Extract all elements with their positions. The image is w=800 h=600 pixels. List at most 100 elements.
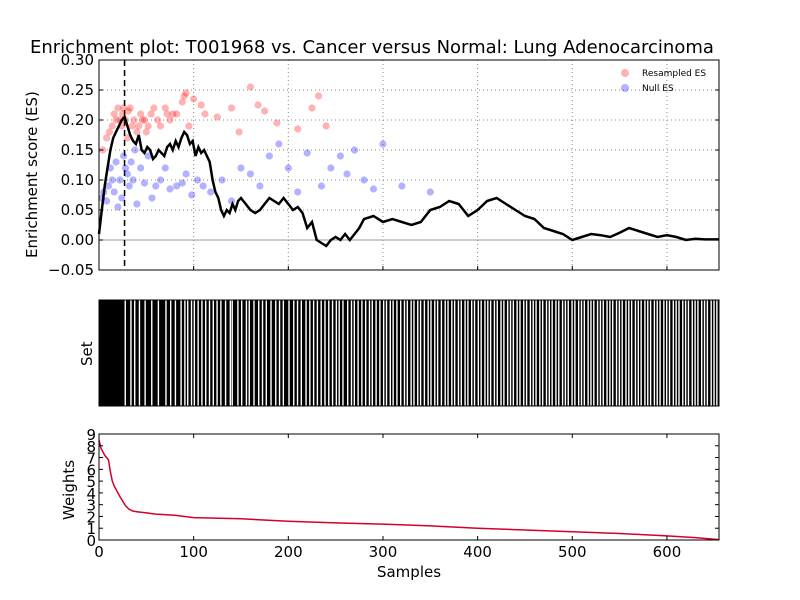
es-y-ticks: −0.05 0.00 0.05 0.10 0.15 0.20 0.25 0.30 <box>48 51 719 279</box>
es-y-tick-label: 0.10 <box>61 171 94 189</box>
resampled-es-point <box>180 92 188 100</box>
weights-y-tick-label: 4 <box>86 485 96 503</box>
set-gap <box>417 300 419 406</box>
set-gap <box>694 300 696 406</box>
set-gap <box>647 300 649 406</box>
null-es-point <box>218 176 226 184</box>
resampled-es-point <box>261 107 269 115</box>
set-gap <box>577 300 580 406</box>
set-gap <box>484 300 486 406</box>
set-gap <box>245 300 248 406</box>
resampled-es-point <box>322 122 330 130</box>
null-es-point <box>327 164 335 172</box>
set-gap <box>545 300 548 406</box>
set-gap <box>489 300 492 406</box>
legend-null-label: Null ES <box>642 84 674 94</box>
weights-x-tick-label: 600 <box>653 543 682 561</box>
set-gap <box>464 300 466 406</box>
legend-resampled-label: Resampled ES <box>642 69 706 79</box>
resampled-es-point <box>182 89 190 97</box>
null-es-point <box>116 176 124 184</box>
set-gap <box>634 300 637 406</box>
weights-axes-frame <box>98 433 720 541</box>
null-es-point <box>137 164 145 172</box>
set-gap <box>574 300 576 406</box>
weights-y-tick-label: 6 <box>86 461 96 479</box>
null-es-point <box>110 188 118 196</box>
set-gap <box>506 300 509 406</box>
weights-y-tick-label: 7 <box>86 450 96 468</box>
resampled-es-point <box>201 110 209 118</box>
set-gap <box>124 300 126 406</box>
set-gap <box>430 300 432 406</box>
weights-x-tick-label: 200 <box>274 543 303 561</box>
null-es-point <box>426 188 434 196</box>
set-gap <box>548 300 551 406</box>
es-y-tick-label: 0.20 <box>61 111 94 129</box>
set-gap <box>640 300 642 406</box>
set-gap <box>193 300 196 406</box>
set-gap <box>270 300 272 406</box>
set-gap <box>335 300 338 406</box>
resampled-es-point <box>273 119 281 127</box>
set-gap <box>684 300 687 406</box>
null-es-point <box>188 191 196 199</box>
set-gap <box>265 300 267 406</box>
chart-title: Enrichment plot: T001968 vs. Cancer vers… <box>30 37 714 58</box>
null-es-point <box>199 182 207 190</box>
set-gap <box>590 300 592 406</box>
null-es-point <box>317 182 326 190</box>
set-gap <box>644 300 646 406</box>
resampled-es-point <box>120 104 128 112</box>
set-gap <box>500 300 502 406</box>
null-es-point <box>123 170 131 178</box>
set-gap <box>656 300 658 406</box>
set-gap <box>612 300 614 406</box>
resampled-es-point <box>130 116 138 124</box>
set-gap <box>706 300 709 406</box>
null-es-point <box>275 140 283 148</box>
legend-null-marker <box>621 84 629 92</box>
resampled-es-point <box>108 122 116 130</box>
set-gap <box>220 300 222 406</box>
resampled-es-point <box>213 113 221 121</box>
legend: Resampled ES Null ES <box>621 69 706 94</box>
set-gap <box>453 300 456 406</box>
set-gap <box>487 300 489 406</box>
resampled-es-point <box>254 101 262 109</box>
resampled-es-point <box>144 122 152 130</box>
weights-x-tick-label: 400 <box>463 543 492 561</box>
set-gap <box>216 300 218 406</box>
null-es-point <box>161 164 169 172</box>
set-gap <box>473 300 476 406</box>
null-es-point <box>182 170 190 178</box>
set-gap <box>630 300 633 406</box>
null-es-point <box>120 152 128 160</box>
resampled-es-point <box>140 116 149 124</box>
null-es-point <box>144 152 152 160</box>
null-es-point <box>102 197 111 205</box>
set-gap <box>668 300 671 406</box>
set-gap <box>410 300 412 406</box>
null-es-point <box>125 182 133 190</box>
null-es-point <box>294 188 302 196</box>
resampled-es-point <box>190 95 198 103</box>
resampled-es-point <box>197 101 205 109</box>
set-gap <box>541 300 544 406</box>
null-es-point <box>398 182 406 190</box>
null-es-point <box>343 170 351 178</box>
resampled-es-point <box>150 104 158 112</box>
set-gap <box>180 300 182 406</box>
set-gap <box>606 300 608 406</box>
null-es-point <box>140 179 149 187</box>
set-gap <box>258 300 260 406</box>
set-gap <box>697 300 699 406</box>
resampled-es-point <box>110 110 118 118</box>
set-gap <box>151 300 153 406</box>
null-es-point <box>303 149 311 157</box>
set-gap <box>467 300 469 406</box>
null-es-point <box>173 182 181 190</box>
resampled-es-point <box>138 116 147 124</box>
set-gap <box>324 300 326 406</box>
